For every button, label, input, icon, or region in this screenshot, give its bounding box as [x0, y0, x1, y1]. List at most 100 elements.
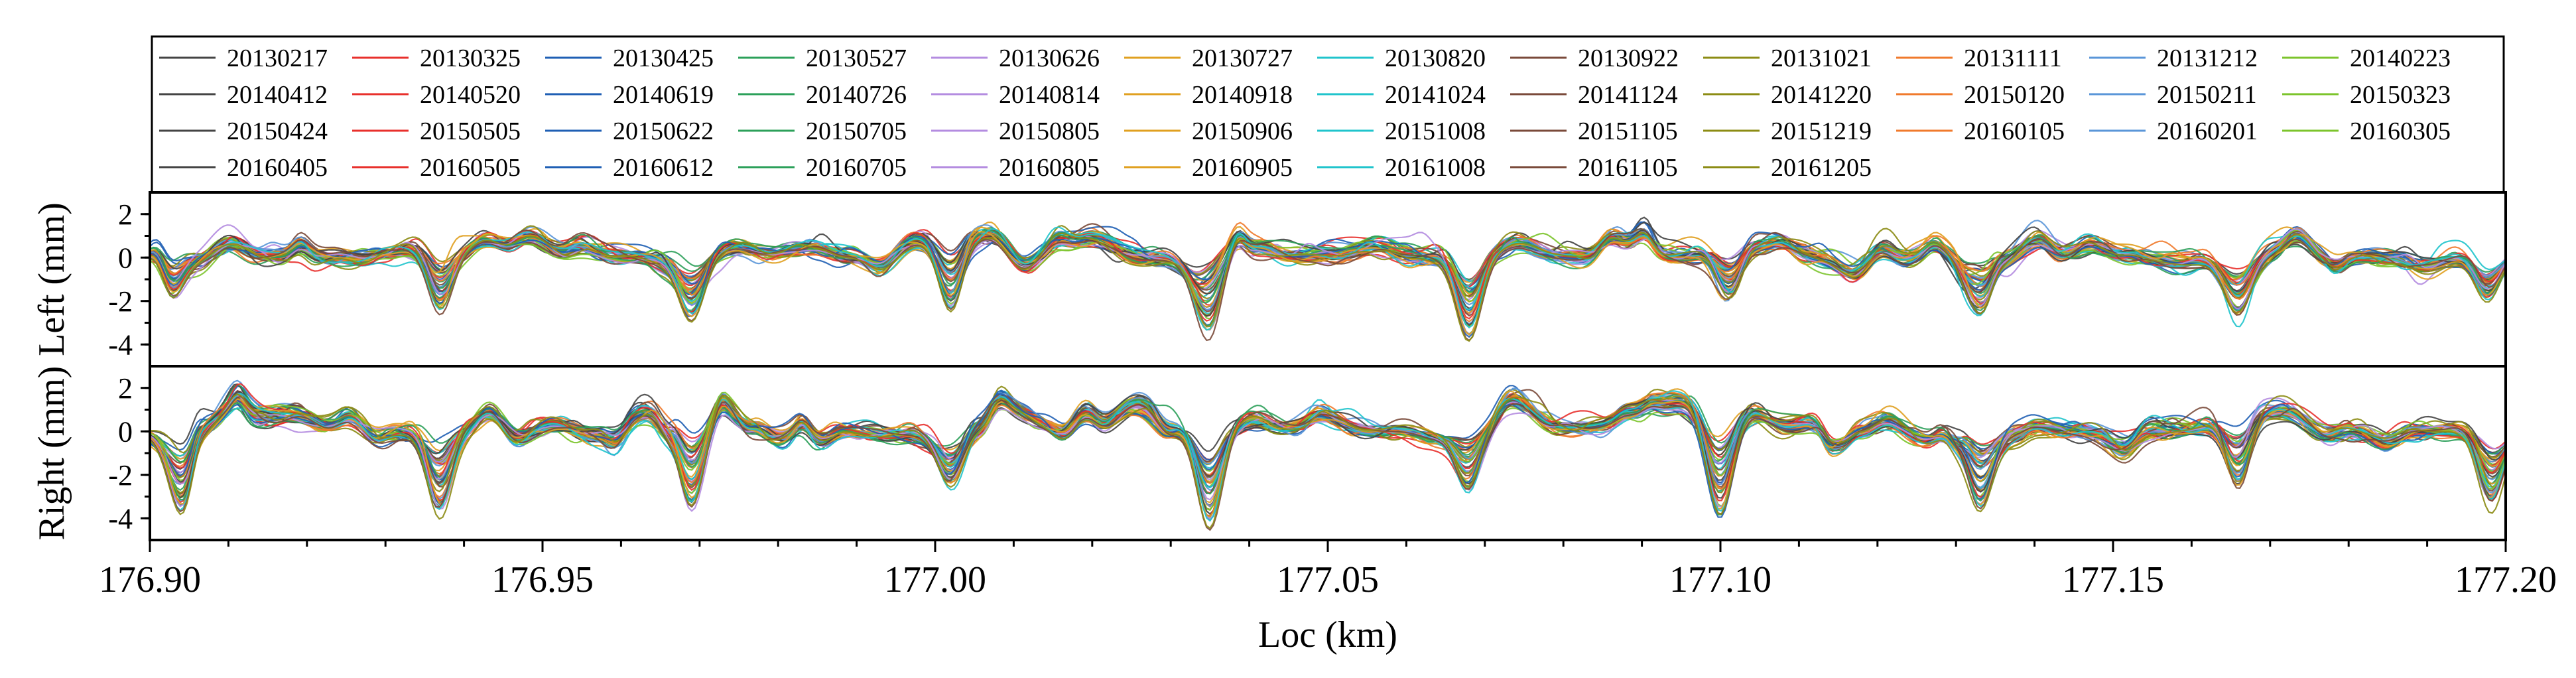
legend-item: 20140520 — [352, 81, 521, 109]
legend-label: 20150120 — [1964, 81, 2065, 109]
x-tick-label: 177.20 — [2455, 559, 2557, 600]
legend-item: 20140726 — [738, 81, 907, 109]
legend-label: 20160612 — [613, 154, 714, 182]
y-ticks-left: 2 0 -2 -4 — [108, 198, 150, 361]
y-ticks-right: 2 0 -2 -4 — [108, 372, 150, 535]
legend-item: 20130217 — [159, 44, 328, 72]
legend-item: 20140412 — [159, 81, 328, 109]
legend-label: 20161205 — [1771, 154, 1872, 182]
legend-label: 20141124 — [1578, 81, 1678, 109]
x-tick-label: 177.10 — [1669, 559, 1771, 600]
panel-right: 2 0 -2 -4 Right (mm) — [31, 365, 2507, 541]
legend-label: 20150505 — [420, 117, 521, 145]
legend-item: 20151105 — [1510, 117, 1678, 145]
series-line-right-20150705 — [149, 383, 2507, 495]
legend-label: 20140726 — [806, 81, 907, 109]
legend-item: 20130820 — [1317, 44, 1486, 72]
legend-label: 20160105 — [1964, 117, 2065, 145]
legend-item: 20160405 — [159, 154, 328, 182]
legend-label: 20151008 — [1385, 117, 1486, 145]
legend-label: 20131111 — [1964, 44, 2062, 72]
legend-item: 20140814 — [931, 81, 1100, 109]
legend-item: 20150622 — [545, 117, 714, 145]
legend-label: 20161105 — [1578, 154, 1678, 182]
legend-label: 20130727 — [1192, 44, 1293, 72]
legend-label: 20160305 — [2350, 117, 2451, 145]
legend-label: 20141220 — [1771, 81, 1872, 109]
legend-item: 20150424 — [159, 117, 328, 145]
legend-label: 20150424 — [227, 117, 328, 145]
x-tick-label: 176.95 — [491, 559, 594, 600]
legend-item: 20140918 — [1124, 81, 1293, 109]
legend-label: 20130527 — [806, 44, 907, 72]
legend-label: 20140918 — [1192, 81, 1293, 109]
legend-label: 20130217 — [227, 44, 328, 72]
legend-item: 20130727 — [1124, 44, 1293, 72]
legend-label: 20140223 — [2350, 44, 2451, 72]
legend-label: 20141024 — [1385, 81, 1486, 109]
legend-item: 20141024 — [1317, 81, 1486, 109]
y-tick-label: -4 — [108, 328, 133, 361]
series-line-left-20151105 — [149, 230, 2506, 317]
legend-item: 20131111 — [1896, 44, 2062, 72]
legend-item: 20150211 — [2089, 81, 2257, 109]
series-line-left-20161105 — [149, 228, 2506, 342]
legend-item: 20160705 — [738, 154, 907, 182]
legend-label: 20150211 — [2157, 81, 2257, 109]
legend-item: 20150705 — [738, 117, 907, 145]
legend-label: 20151219 — [1771, 117, 1872, 145]
series-lines-left — [149, 216, 2506, 342]
legend-label: 20160705 — [806, 154, 907, 182]
legend-label: 20150805 — [999, 117, 1100, 145]
x-tick-label: 176.90 — [99, 559, 201, 600]
y-tick-label: 2 — [118, 198, 133, 231]
legend-label: 20130626 — [999, 44, 1100, 72]
legend-item: 20150323 — [2282, 81, 2451, 109]
legend-item: 20140619 — [545, 81, 714, 109]
legend-item: 20160305 — [2282, 117, 2451, 145]
x-axis-label: Loc (km) — [1258, 614, 1397, 655]
series-line-right-20161105 — [149, 395, 2507, 531]
series-line-left-20161008 — [149, 226, 2506, 331]
legend-item: 20160905 — [1124, 154, 1293, 182]
legend-item: 20151008 — [1317, 117, 1486, 145]
legend-item: 20160105 — [1896, 117, 2065, 145]
y-tick-label: 0 — [118, 415, 133, 448]
legend-item: 20161105 — [1510, 154, 1678, 182]
legend-item: 20160612 — [545, 154, 714, 182]
legend-item: 20150505 — [352, 117, 521, 145]
legend-label: 20140412 — [227, 81, 328, 109]
y-tick-label: 0 — [118, 241, 133, 274]
legend-item: 20151219 — [1703, 117, 1872, 145]
legend-item: 20130922 — [1510, 44, 1679, 72]
legend-label: 20151105 — [1578, 117, 1678, 145]
legend-item: 20160505 — [352, 154, 521, 182]
legend-label: 20160905 — [1192, 154, 1293, 182]
legend-label: 20140520 — [420, 81, 521, 109]
series-line-right-20161205 — [149, 393, 2507, 529]
legend-label: 20130425 — [613, 44, 714, 72]
legend-item: 20141220 — [1703, 81, 1872, 109]
legend-item: 20130425 — [545, 44, 714, 72]
legend-label: 20150622 — [613, 117, 714, 145]
legend-label: 20160405 — [227, 154, 328, 182]
y-tick-label: -2 — [108, 285, 133, 318]
legend-item: 20160201 — [2089, 117, 2258, 145]
legend-label: 20160201 — [2157, 117, 2258, 145]
x-tick-label: 177.05 — [1277, 559, 1379, 600]
legend-item: 20130325 — [352, 44, 521, 72]
legend-label: 20150705 — [806, 117, 907, 145]
legend-item: 20131212 — [2089, 44, 2258, 72]
series-line-left-20160612 — [149, 232, 2506, 338]
series-line-left-20161205 — [149, 230, 2506, 342]
legend: 20130217 20130325 20130425 20130527 20130626… — [151, 35, 2505, 194]
legend-item: 20161008 — [1317, 154, 1486, 182]
series-line-right-20160612 — [149, 393, 2507, 521]
legend-label: 20161008 — [1385, 154, 1486, 182]
legend-label: 20150323 — [2350, 81, 2451, 109]
legend-label: 20150906 — [1192, 117, 1293, 145]
legend-item: 20150120 — [1896, 81, 2065, 109]
legend-item: 20161205 — [1703, 154, 1872, 182]
y-axis-label-right: Right (mm) — [31, 366, 72, 541]
